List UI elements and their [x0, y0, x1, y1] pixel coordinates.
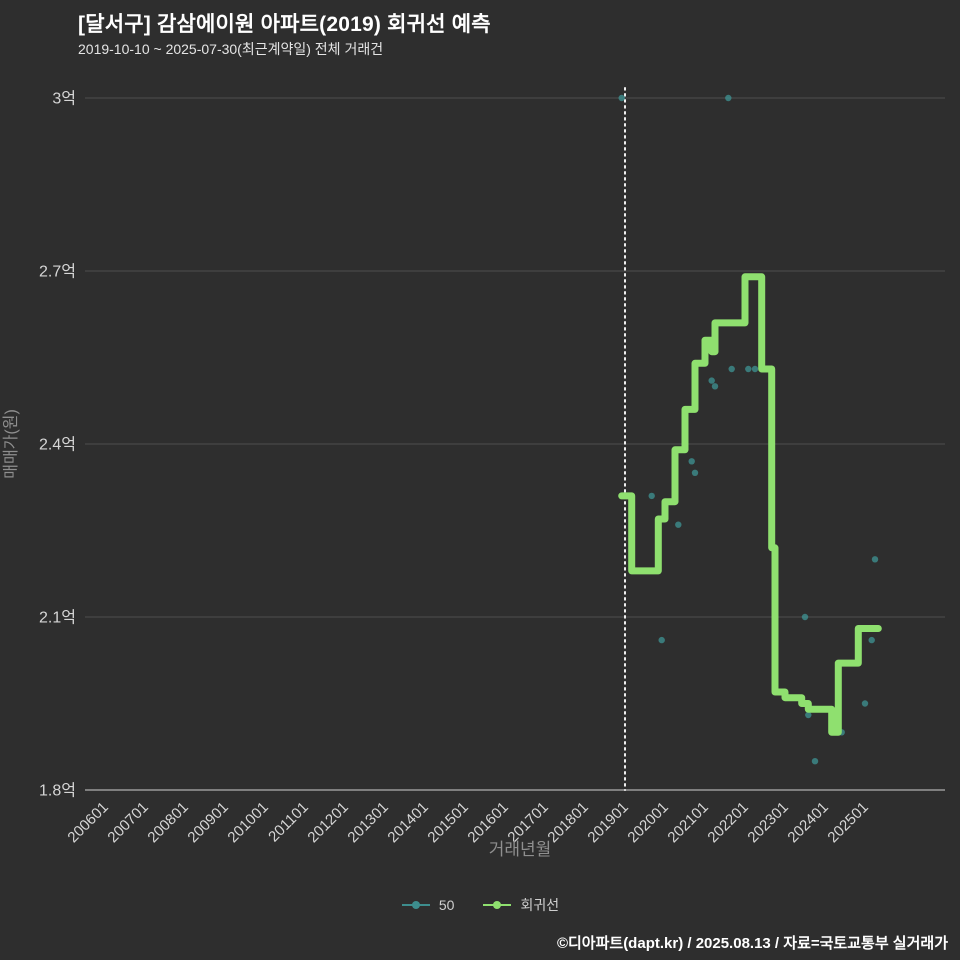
page-title: [달서구] 감삼에이원 아파트(2019) 회귀선 예측 — [78, 13, 491, 36]
x-tick-label: 200801 — [144, 799, 191, 846]
scatter-point — [688, 458, 695, 465]
x-tick-label: 202301 — [744, 799, 791, 846]
scatter-point — [658, 636, 665, 644]
x-tick-label: 201201 — [304, 799, 351, 846]
legend: 50 회귀선 — [0, 895, 960, 915]
x-tick-label: 201301 — [344, 799, 391, 846]
axes: 3억 2.7억 2.4억 2.1억 1.8억2006012007012008012009… — [39, 90, 945, 846]
page-subtitle: 2019-10-10 ~ 2025-07-30(최근계약일) 전체 거래건 — [78, 41, 384, 57]
scatter-point — [805, 711, 812, 719]
x-axis-title: 거래년월 — [489, 840, 552, 859]
scatter-point — [811, 758, 819, 765]
x-tick-label: 201501 — [424, 799, 471, 846]
regression-line — [618, 273, 882, 736]
scatter-point — [801, 613, 809, 621]
source-credit: ©디아파트(dapt.kr) / 2025.08.13 / 자료=국토교통부 실… — [556, 935, 948, 952]
scatter-point — [691, 469, 699, 476]
scatter-point — [708, 377, 715, 384]
scatter-point — [648, 492, 655, 500]
x-tick-label: 202401 — [784, 799, 831, 846]
x-tick-label: 201801 — [544, 799, 591, 846]
legend-item-regression[interactable]: 회귀선 — [482, 895, 559, 915]
scatter-point — [868, 636, 875, 644]
x-tick-label: 200701 — [104, 799, 151, 846]
scatter-point — [725, 94, 732, 102]
scatter-point — [751, 365, 759, 373]
scatter-point — [728, 365, 735, 373]
scatter-point — [871, 556, 879, 563]
y-tick-label: 2.4억 — [39, 436, 76, 454]
y-tick-label: 3억 — [52, 90, 76, 108]
x-tick-label: 202101 — [664, 799, 711, 846]
x-tick-label: 202001 — [624, 799, 671, 846]
x-tick-label: 201101 — [265, 799, 312, 846]
legend-label-regression: 회귀선 — [520, 897, 560, 913]
x-tick-label: 201901 — [584, 799, 631, 846]
legend-swatch-50-icon — [401, 901, 430, 909]
x-tick-label: 201001 — [224, 799, 271, 846]
scatter-point — [675, 521, 682, 528]
scatter-point — [618, 94, 625, 102]
x-tick-label: 202201 — [704, 799, 751, 846]
scatter-series — [618, 94, 879, 765]
y-tick-label: 2.1억 — [39, 609, 76, 627]
legend-label-50: 50 — [438, 897, 455, 913]
x-tick-label: 201401 — [384, 799, 431, 846]
chart-plot-area: 3억 2.7억 2.4억 2.1억 1.8억2006012007012008012009… — [39, 87, 945, 846]
y-tick-label: 2.7억 — [39, 263, 76, 281]
scatter-point — [745, 365, 752, 373]
y-axis-title: 매매가(원) — [2, 409, 20, 479]
x-tick-label: 200601 — [64, 799, 111, 846]
scatter-point — [861, 700, 869, 707]
legend-swatch-regression-icon — [483, 901, 512, 909]
scatter-point — [711, 383, 719, 390]
x-tick-label: 202501 — [824, 799, 871, 846]
legend-item-50[interactable]: 50 — [401, 897, 455, 913]
y-tick-label: 1.8억 — [39, 782, 76, 800]
x-tick-label: 200901 — [184, 799, 231, 846]
